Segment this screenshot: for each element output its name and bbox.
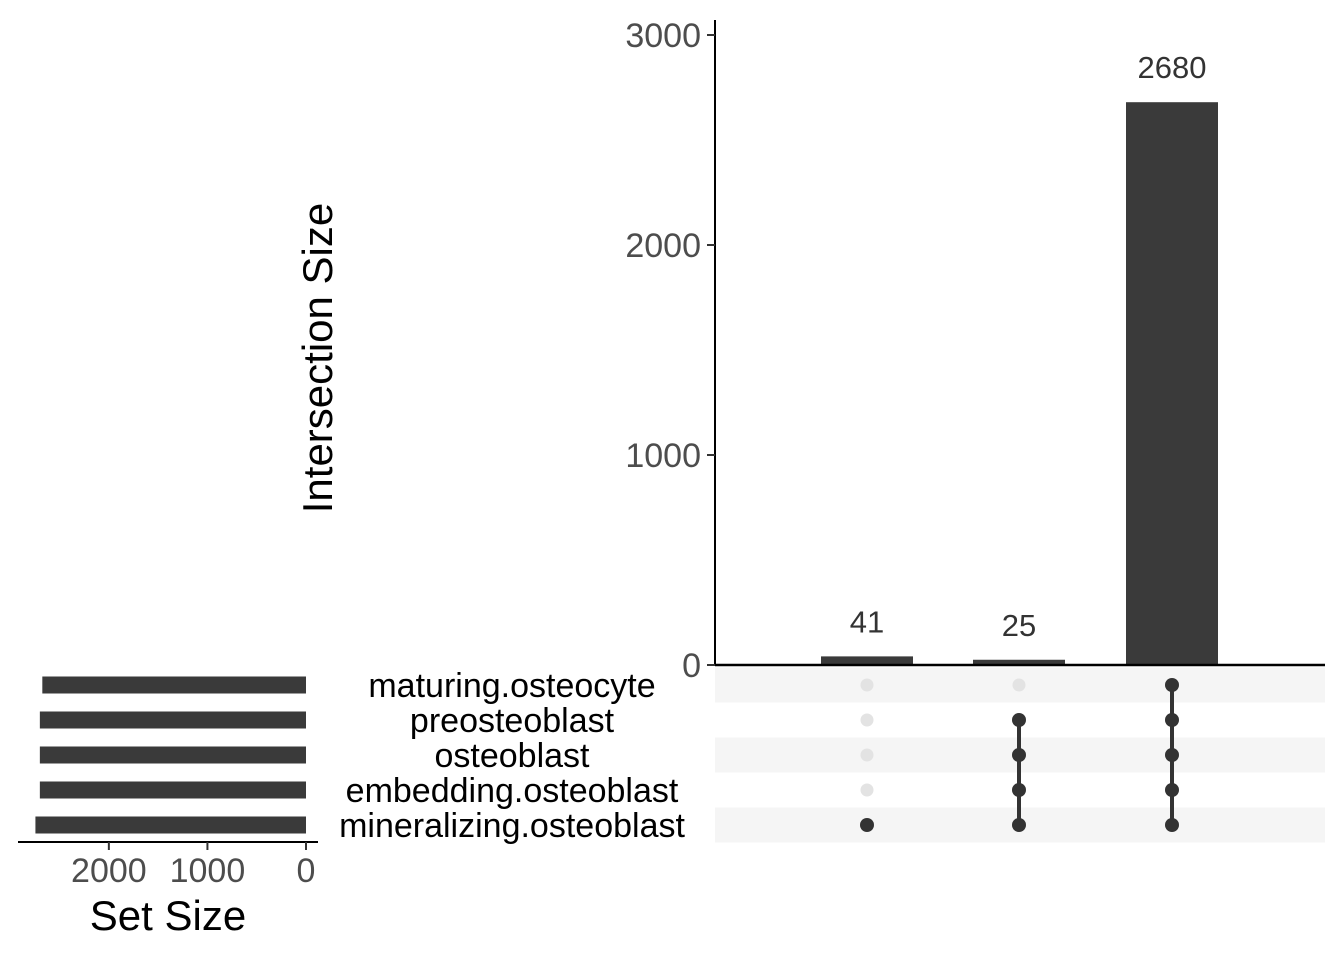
set-label: embedding.osteoblast: [346, 772, 679, 810]
matrix-dot-active: [1012, 818, 1026, 832]
set-labels: maturing.osteocytepreosteoblastosteoblas…: [339, 667, 685, 845]
matrix-dot-inactive: [860, 783, 874, 797]
matrix-dot-active: [860, 818, 874, 832]
matrix-dot-active: [1165, 748, 1179, 762]
intersection-size-axis: 0 1000 2000 3000: [625, 17, 1325, 685]
matrix-dot-inactive: [1012, 678, 1026, 692]
set-label: mineralizing.osteoblast: [339, 807, 685, 845]
intersection-matrix: [860, 678, 1179, 832]
set-size-tick-label: 2000: [71, 852, 147, 890]
matrix-dot-active: [1165, 818, 1179, 832]
intersection-bar-label: 25: [1002, 608, 1036, 643]
y-tick-label: 3000: [625, 17, 701, 55]
set-size-tick-label: 0: [297, 852, 316, 890]
matrix-dot-inactive: [860, 748, 874, 762]
matrix-dot-active: [1165, 678, 1179, 692]
matrix-dot-inactive: [860, 678, 874, 692]
set-size-axis: 2000 1000 0: [18, 841, 318, 890]
matrix-dot-active: [1012, 783, 1026, 797]
intersection-bar: [1126, 102, 1218, 665]
matrix-dot-active: [1165, 783, 1179, 797]
intersection-bar-label: 41: [850, 604, 884, 639]
set-size-tick-label: 1000: [170, 852, 246, 890]
set-size-bar: [39, 711, 306, 729]
matrix-dot-active: [1012, 713, 1026, 727]
set-size-bar: [39, 746, 306, 764]
y-tick-label: 1000: [625, 437, 701, 475]
intersection-bars: 41 25 2680: [821, 50, 1218, 665]
set-label: preosteoblast: [410, 702, 615, 740]
matrix-dot-active: [1012, 748, 1026, 762]
y-tick-label: 2000: [625, 227, 701, 265]
matrix-dot-active: [1165, 713, 1179, 727]
intersection-bar: [821, 656, 913, 665]
y-tick-label: 0: [682, 647, 701, 685]
set-size-bar: [35, 816, 307, 834]
set-size-bar: [42, 676, 306, 694]
set-size-axis-title: Set Size: [90, 892, 246, 939]
matrix-dot-inactive: [860, 713, 874, 727]
intersection-axis-title: Intersection Size: [294, 203, 341, 514]
set-label: osteoblast: [435, 737, 591, 775]
intersection-bar-label: 2680: [1138, 50, 1207, 85]
set-size-bars: [35, 676, 307, 834]
set-label: maturing.osteocyte: [368, 667, 655, 705]
intersection-bar: [973, 659, 1065, 665]
set-size-bar: [39, 781, 306, 799]
